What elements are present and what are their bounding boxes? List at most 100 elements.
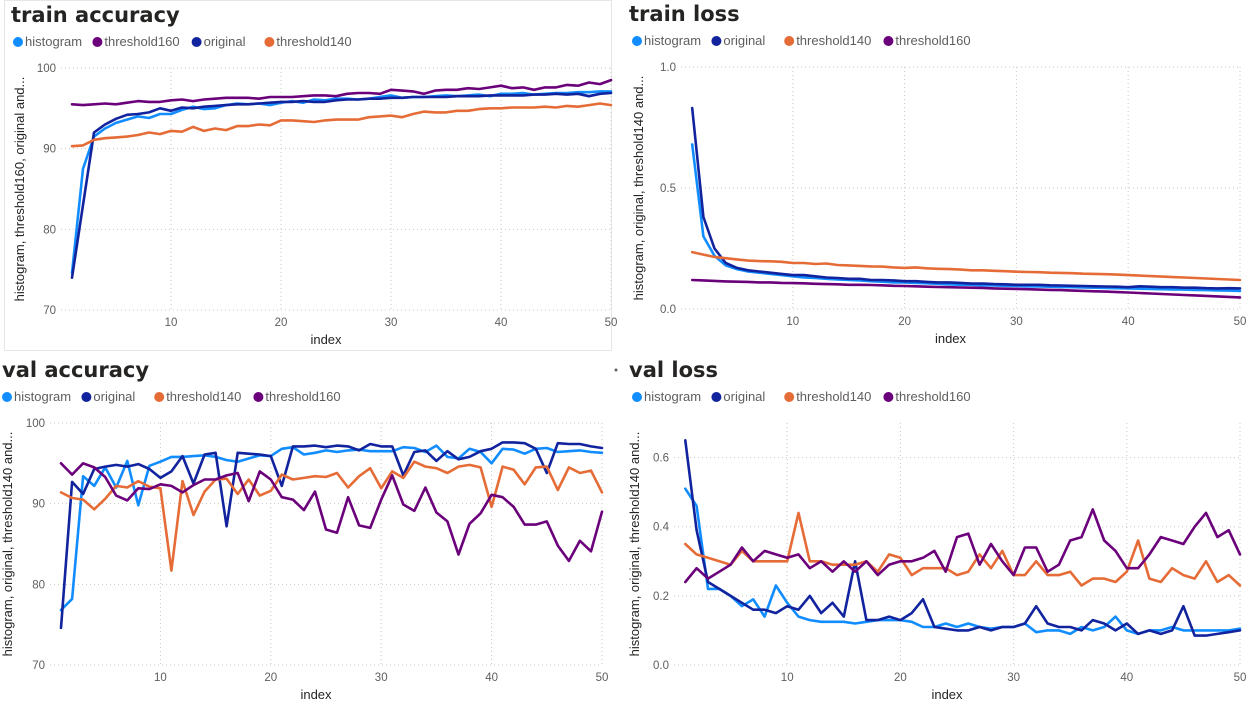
x-axis-label: index [931, 687, 963, 702]
legend-label: original [204, 34, 246, 49]
legend-label: threshold160 [895, 389, 970, 404]
legend-swatch-histogram [2, 392, 12, 402]
legend-item-threshold160[interactable]: threshold160 [92, 34, 180, 49]
y-tick-label: 80 [43, 224, 56, 236]
y-tick-label: 70 [43, 305, 56, 317]
legend-item-threshold160[interactable]: threshold160 [253, 389, 341, 404]
y-tick-label: 100 [37, 63, 56, 75]
x-axis-label: index [310, 332, 342, 347]
legend-label: threshold160 [104, 34, 179, 49]
x-tick-label: 50 [1234, 672, 1247, 684]
legend-swatch-original [81, 392, 92, 402]
x-tick-label: 10 [165, 317, 178, 329]
series-line-threshold140[interactable] [70, 102, 613, 148]
train-accuracy-chart[interactable]: train accuracy histogram threshold160 origi… [4, 0, 617, 351]
x-tick-label: 50 [605, 317, 618, 329]
legend-item-threshold140[interactable]: threshold140 [154, 389, 241, 404]
legend-label: threshold140 [796, 33, 871, 48]
x-tick-label: 10 [154, 672, 167, 684]
train-loss-svg: train loss histogram original threshold140 t… [629, 2, 1247, 346]
legend-item-threshold160[interactable]: threshold160 [883, 389, 971, 404]
legend-label: histogram [644, 389, 701, 404]
legend-item-original[interactable]: original [81, 389, 135, 404]
legend-label: threshold140 [276, 34, 351, 49]
legend-swatch-threshold140 [784, 392, 795, 402]
legend-swatch-original [711, 36, 722, 46]
legend-swatch-threshold140 [784, 36, 795, 46]
legend-item-threshold140[interactable]: threshold140 [784, 389, 871, 404]
y-tick-label: 80 [32, 579, 45, 591]
y-axis-label: histogram, original, threshold140 and... [0, 432, 15, 657]
legend-item-histogram[interactable]: histogram [632, 33, 701, 48]
x-tick-label: 20 [898, 316, 911, 328]
legend-label: threshold140 [166, 389, 241, 404]
series-line-threshold160[interactable] [683, 508, 1242, 584]
x-tick-label: 40 [495, 317, 508, 329]
legend-label: original [723, 389, 765, 404]
y-tick-label: 100 [26, 418, 45, 430]
series-line-original[interactable] [59, 441, 604, 630]
legend-label: histogram [14, 389, 71, 404]
y-tick-label: 0.0 [653, 660, 669, 672]
train-loss-chart[interactable]: train loss histogram original threshold140 t… [624, 0, 1250, 351]
legend-item-original[interactable]: original [711, 389, 765, 404]
legend-label: threshold140 [796, 389, 871, 404]
y-tick-label: 0.5 [660, 183, 676, 195]
legend-item-threshold140[interactable]: threshold140 [784, 33, 871, 48]
legend-item-original[interactable]: original [191, 34, 246, 49]
x-tick-label: 40 [485, 672, 498, 684]
val-loss-svg: val loss histogram original threshold140 thr… [627, 358, 1247, 702]
legend-swatch-threshold140 [264, 37, 275, 47]
separator-dot-mark [614, 368, 618, 372]
legend-item-histogram[interactable]: histogram [13, 34, 82, 49]
x-axis-label: index [300, 687, 332, 702]
val-accuracy-svg: val accuracy histogram original threshold14… [0, 358, 609, 702]
x-tick-label: 10 [786, 316, 799, 328]
legend-swatch-histogram [632, 392, 642, 402]
x-tick-label: 20 [894, 672, 907, 684]
legend-item-threshold160[interactable]: threshold160 [883, 33, 971, 48]
x-tick-label: 30 [1010, 316, 1023, 328]
series-line-threshold140[interactable] [683, 511, 1242, 587]
val-loss-chart[interactable]: val loss histogram original threshold140 thr… [624, 356, 1250, 705]
y-tick-label: 0.2 [653, 591, 669, 603]
legend-item-histogram[interactable]: histogram [632, 389, 701, 404]
series-line-original[interactable] [70, 91, 613, 280]
x-tick-label: 50 [596, 672, 609, 684]
legend-swatch-original [191, 37, 202, 47]
x-tick-label: 20 [264, 672, 277, 684]
legend-label: threshold160 [265, 389, 340, 404]
legend-label: threshold160 [895, 33, 970, 48]
y-tick-label: 90 [43, 144, 56, 156]
x-tick-label: 30 [375, 672, 388, 684]
x-tick-label: 40 [1122, 316, 1135, 328]
legend-label: original [723, 33, 765, 48]
series-line-threshold160[interactable] [70, 78, 613, 107]
val-accuracy-chart[interactable]: val accuracy histogram original threshold14… [0, 356, 612, 705]
legend-label: histogram [25, 34, 82, 49]
series-line-threshold160[interactable] [690, 278, 1242, 299]
legend-item-original[interactable]: original [711, 33, 765, 48]
legend-item-histogram[interactable]: histogram [2, 389, 71, 404]
x-tick-label: 30 [1007, 672, 1020, 684]
legend-item-threshold140[interactable]: threshold140 [264, 34, 352, 49]
series-line-threshold160[interactable] [59, 462, 604, 563]
x-tick-label: 20 [275, 317, 288, 329]
chart-title: val accuracy [2, 358, 149, 382]
y-tick-label: 90 [32, 499, 45, 511]
train-accuracy-svg: train accuracy histogram threshold160 origi… [11, 3, 617, 347]
y-tick-label: 0.6 [653, 453, 669, 465]
chart-title: val loss [629, 358, 718, 382]
x-tick-label: 50 [1234, 316, 1247, 328]
y-axis-label: histogram, original, threshold140 and... [631, 76, 646, 301]
x-axis-label: index [935, 331, 967, 346]
panel-separator-dot [614, 368, 618, 372]
series-line-threshold140[interactable] [690, 250, 1242, 282]
series-line-original[interactable] [690, 106, 1242, 290]
y-tick-label: 0.4 [653, 522, 670, 534]
series-line-original[interactable] [683, 439, 1242, 637]
legend-swatch-histogram [13, 37, 23, 47]
legend-swatch-original [711, 392, 722, 402]
legend-swatch-threshold160 [92, 37, 103, 47]
series-line-histogram[interactable] [59, 444, 604, 612]
